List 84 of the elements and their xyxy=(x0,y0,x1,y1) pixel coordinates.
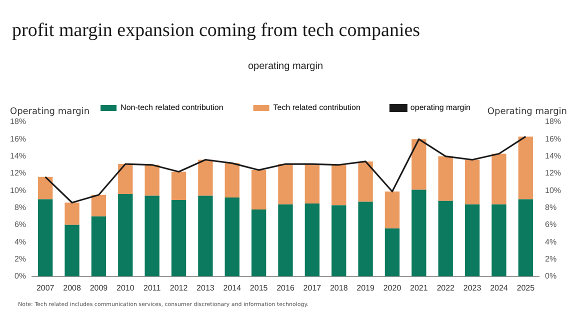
y2-tick-label: 18% xyxy=(544,117,562,126)
y-tick-label: 0% xyxy=(14,272,26,281)
x-tick-label: 2016 xyxy=(276,283,295,292)
legend-label: Non-tech related contribution xyxy=(120,103,224,112)
y-tick-label: 2% xyxy=(14,254,26,264)
chart-title: profit margin expansion coming from tech companies xyxy=(12,20,420,42)
y2-tick-label: 10% xyxy=(544,186,562,195)
bar xyxy=(464,204,480,276)
y2-tick-label: 6% xyxy=(544,220,557,230)
x-tick-label: 2020 xyxy=(383,283,402,292)
y-tick-label: 14% xyxy=(10,152,26,161)
bar xyxy=(91,194,106,216)
x-tick-label: 2022 xyxy=(436,283,456,292)
y-axis-title: Operating margin xyxy=(10,106,90,117)
x-tick-label: 2013 xyxy=(196,283,215,292)
bar xyxy=(358,161,373,202)
bar xyxy=(464,160,480,204)
bar xyxy=(412,190,426,276)
bar xyxy=(251,170,266,210)
legend-label: Tech related contribution xyxy=(273,103,360,112)
bar xyxy=(332,205,346,276)
bar xyxy=(171,200,186,276)
y-tick-label: 12% xyxy=(10,168,26,178)
y2-tick-label: 12% xyxy=(544,168,562,178)
y-tick-label: 10% xyxy=(10,186,26,195)
bar xyxy=(224,197,240,276)
bar xyxy=(251,209,266,276)
y-tick-label: 18% xyxy=(10,117,26,126)
bar xyxy=(358,202,373,276)
bar xyxy=(64,202,80,225)
bar xyxy=(144,196,160,276)
bar xyxy=(118,194,133,276)
bar xyxy=(38,199,53,276)
bar xyxy=(198,196,213,276)
x-tick-label: 2014 xyxy=(223,283,242,292)
bar xyxy=(38,176,53,200)
x-tick-label: 2008 xyxy=(63,283,82,292)
y2-axis-title: Operating margin xyxy=(487,106,567,117)
legend-label: operating margin xyxy=(410,103,470,112)
bar xyxy=(518,136,533,200)
y2-tick-label: 2% xyxy=(544,254,557,264)
bar xyxy=(304,203,320,276)
x-tick-label: 2010 xyxy=(116,283,135,292)
x-tick-label: 2024 xyxy=(490,283,508,292)
x-tick-label: 2017 xyxy=(303,283,322,292)
bar xyxy=(438,156,453,201)
chart-subtitle: operating margin xyxy=(248,60,324,72)
x-tick-label: 2025 xyxy=(516,283,536,292)
bar xyxy=(412,139,426,190)
bar xyxy=(118,164,133,194)
x-tick-label: 2018 xyxy=(330,283,348,292)
bar xyxy=(438,200,453,276)
bar xyxy=(492,154,506,204)
bar xyxy=(304,164,320,204)
bar xyxy=(518,199,533,276)
bar xyxy=(91,216,106,276)
y-tick-label: 16% xyxy=(10,134,26,144)
bar xyxy=(278,164,293,204)
bar xyxy=(64,224,80,276)
y-tick-label: 8% xyxy=(14,202,26,212)
x-tick-label: 2021 xyxy=(410,283,428,292)
bar xyxy=(198,160,213,196)
bar xyxy=(171,172,186,200)
x-tick-label: 2019 xyxy=(356,283,375,292)
x-tick-label: 2023 xyxy=(463,283,482,292)
y2-tick-label: 16% xyxy=(544,134,562,144)
bar xyxy=(278,204,293,276)
y2-tick-label: 4% xyxy=(544,237,557,246)
y2-tick-label: 0% xyxy=(544,272,557,281)
x-tick-label: 2012 xyxy=(170,283,188,292)
x-tick-label: 2009 xyxy=(90,283,108,292)
y2-tick-label: 8% xyxy=(544,202,557,212)
x-tick-label: 2011 xyxy=(143,283,162,292)
bar xyxy=(332,164,346,206)
bar xyxy=(144,164,160,196)
x-tick-label: 2015 xyxy=(250,283,268,292)
bar xyxy=(384,191,400,228)
bar xyxy=(384,228,400,276)
bar xyxy=(492,204,506,276)
y2-tick-label: 14% xyxy=(544,152,562,161)
y-tick-label: 6% xyxy=(14,220,26,230)
x-tick-label: 2007 xyxy=(36,283,55,292)
y-tick-label: 4% xyxy=(14,237,26,246)
bar xyxy=(224,163,240,198)
